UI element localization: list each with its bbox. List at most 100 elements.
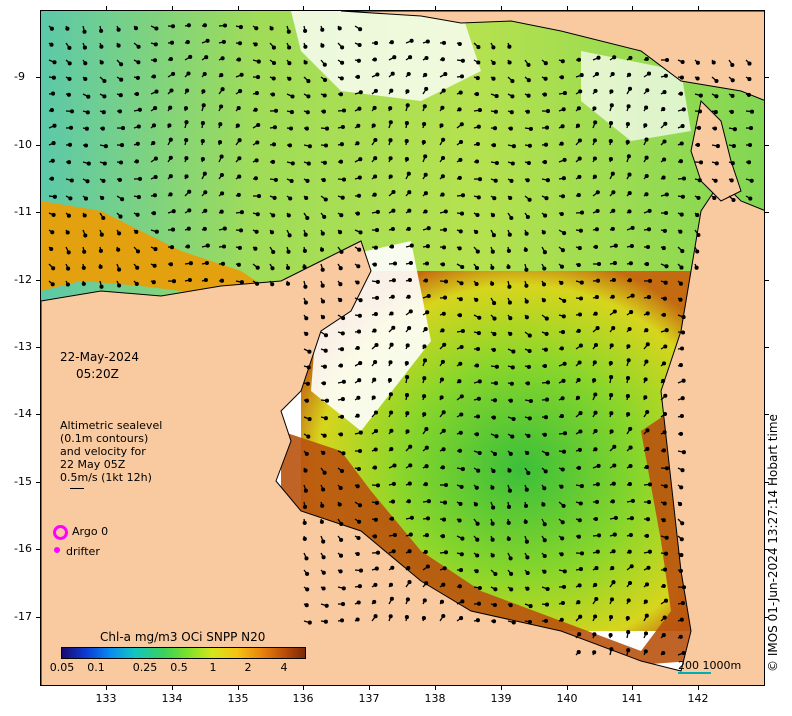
velocity-arrow-head (340, 124, 345, 130)
velocity-arrow-head (625, 376, 631, 381)
velocity-arrow-head (405, 411, 410, 416)
velocity-arrow-head (612, 261, 617, 266)
velocity-arrow-head (732, 127, 737, 132)
lat-tick-mark (765, 347, 769, 348)
velocity-arrow-head (239, 210, 244, 215)
velocity-arrow-head (562, 298, 567, 303)
velocity-arrow-head (66, 266, 71, 271)
velocity-arrow-head (643, 599, 648, 604)
velocity-arrow-head (49, 26, 54, 31)
lon-tick-mark (501, 686, 502, 690)
velocity-arrow-head (509, 110, 514, 115)
velocity-arrow-head (222, 23, 228, 28)
velocity-arrow-head (406, 71, 411, 77)
velocity-arrow-head (593, 614, 598, 619)
velocity-arrow-head (200, 139, 205, 144)
velocity-arrow-head (323, 348, 328, 353)
velocity-arrow-head (287, 143, 293, 148)
velocity-arrow-head (544, 602, 550, 607)
legend-line-3: and velocity for (60, 445, 146, 458)
velocity-arrow-head (477, 315, 482, 320)
velocity-arrow-head (679, 141, 684, 146)
velocity-arrows (48, 23, 755, 656)
velocity-arrow-head (595, 278, 601, 283)
velocity-arrow-head (423, 154, 428, 159)
velocity-arrow-head (575, 123, 581, 128)
velocity-arrow-head (576, 106, 581, 111)
velocity-arrow-head (237, 174, 242, 179)
lon-tick-mark (567, 686, 568, 690)
velocity-arrow-head (458, 157, 463, 162)
velocity-arrow-head (423, 209, 428, 214)
velocity-arrow-head (422, 412, 427, 417)
velocity-arrow-head (475, 346, 481, 352)
map-frame[interactable] (40, 10, 765, 686)
velocity-arrow-head (171, 279, 177, 284)
colorbar-tick-label: 0.1 (87, 661, 105, 674)
velocity-arrow-head (306, 94, 311, 99)
velocity-arrow-head (476, 45, 481, 50)
velocity-arrow-head (508, 398, 513, 403)
velocity-arrow-head (390, 565, 395, 570)
velocity-arrow-head (82, 213, 87, 218)
velocity-arrow-head (579, 280, 584, 285)
velocity-arrow-head (303, 44, 308, 49)
velocity-arrow-head (322, 470, 327, 475)
velocity-arrow-head (474, 159, 480, 164)
velocity-arrow-head (271, 249, 276, 255)
velocity-arrow-head (219, 209, 224, 214)
velocity-arrow-head (611, 326, 616, 331)
velocity-arrow-head (608, 361, 613, 366)
velocity-arrow-head (626, 648, 631, 653)
velocity-arrow-head (169, 40, 175, 45)
velocity-arrow-head (679, 75, 684, 80)
velocity-arrow-head (424, 427, 429, 432)
velocity-arrow-head (494, 94, 499, 99)
velocity-arrow-head (680, 521, 685, 526)
velocity-arrow-head (560, 59, 565, 64)
velocity-arrow-head (222, 226, 227, 231)
velocity-arrow-head (375, 72, 380, 77)
velocity-arrow-head (524, 231, 529, 236)
velocity-arrow-head (679, 553, 684, 558)
velocity-arrow-head (661, 448, 666, 453)
velocity-arrow-head (541, 502, 546, 507)
velocity-arrow-head (101, 215, 106, 221)
velocity-arrow-head (375, 209, 380, 214)
velocity-arrow-head (286, 213, 291, 218)
velocity-arrow-head (305, 587, 310, 592)
velocity-arrow-head (102, 78, 107, 84)
velocity-arrow-head (561, 449, 567, 454)
velocity-arrow-head (134, 229, 139, 234)
velocity-arrow-head (662, 567, 668, 572)
velocity-arrow-head (117, 283, 122, 288)
velocity-arrow-head (613, 243, 618, 248)
velocity-arrow-head (595, 208, 600, 214)
velocity-arrow-head (304, 398, 309, 403)
velocity-arrow-head (388, 106, 393, 111)
velocity-arrow-head (152, 58, 158, 63)
velocity-arrow-head (680, 468, 685, 473)
velocity-arrow-head (171, 71, 176, 76)
colorbar-title: Chl-a mg/m3 OCi SNPP N20 (100, 630, 266, 644)
velocity-arrow-head (526, 470, 531, 476)
velocity-arrow-head (52, 60, 57, 65)
velocity-arrow-head (628, 532, 633, 538)
velocity-arrow-head (151, 123, 157, 128)
velocity-arrow-head (560, 396, 565, 401)
velocity-arrow-head (357, 313, 362, 318)
velocity-arrow-head (493, 587, 498, 592)
velocity-arrow-head (625, 122, 630, 127)
velocity-arrow-head (422, 344, 427, 349)
velocity-arrow-head (390, 71, 395, 76)
velocity-arrow-head (609, 393, 614, 398)
velocity-arrow-head (627, 191, 632, 196)
velocity-arrow-head (730, 161, 735, 166)
velocity-arrow-head (404, 393, 410, 398)
velocity-arrow-head (680, 601, 685, 606)
velocity-arrow-head (271, 213, 276, 218)
velocity-arrow-head (425, 564, 430, 569)
velocity-arrow-head (576, 57, 582, 62)
lon-tick-label: 134 (161, 692, 183, 705)
velocity-arrow-head (476, 331, 481, 336)
